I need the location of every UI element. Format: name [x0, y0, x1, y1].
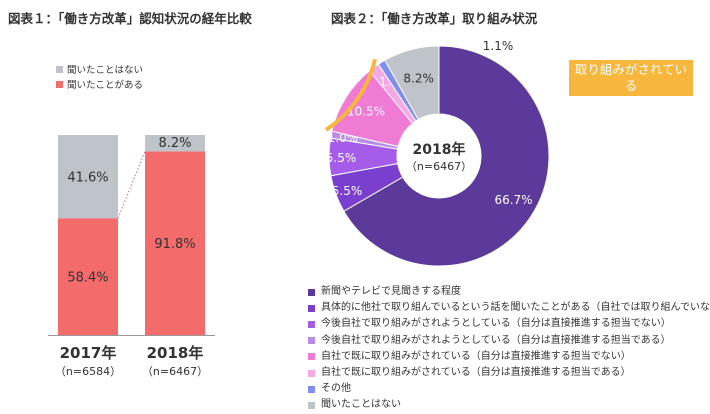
donut-legend-swatch	[308, 385, 315, 393]
bar-category-label: 2017年	[60, 344, 117, 362]
fig1-title: 図表１：「働き方改革」認知状況の経年比較	[8, 11, 252, 26]
callout-box: 取り組みがされている 12.1%	[569, 60, 693, 109]
donut-slice-label: 10.5%	[347, 105, 385, 119]
donut-center-title: 2018年	[413, 141, 466, 158]
donut-center-sub: （n=6467）	[406, 160, 472, 173]
callout-line2: 12.1%	[611, 94, 651, 109]
donut-slice-label: 66.7%	[494, 193, 532, 207]
donut-legend-item: 聞いたことはない	[308, 397, 710, 413]
donut-slice	[343, 45, 550, 267]
donut-legend-swatch	[308, 321, 315, 328]
donut-legend-swatch	[308, 288, 315, 296]
donut-legend-swatch	[308, 369, 315, 377]
donut-legend-item: 今後自社で取り組みがされようとしている（自分は直接推進する担当でない）	[308, 316, 710, 332]
donut-slice-label: 1.1%	[483, 39, 514, 53]
donut-legend-item: 具体的に他社で取り組んでいるという話を聞いたことがある（自社では取り組んでいない…	[308, 300, 710, 316]
donut-legend-label: その他	[321, 383, 351, 395]
donut-slice-label: 5.5%	[326, 151, 357, 165]
bar-value-label: 8.2%	[158, 136, 191, 151]
bar-category-sublabel: （n=6584）	[55, 365, 121, 378]
bar-category-label: 2018年	[147, 344, 204, 362]
donut-legend-item: 自社で既に取り組みがされている（自分は直接推進する担当でない）	[308, 349, 710, 365]
donut-legend-label: 今後自社で取り組みがされようとしている（自分は直接推進する担当でない）	[321, 318, 671, 330]
donut-legend-item: その他	[308, 381, 710, 397]
bar-legend-label: 聞いたことがある	[67, 79, 143, 91]
donut-legend-item: 新聞やテレビで見聞きする程度	[308, 284, 710, 300]
bar-segment-aware	[58, 218, 118, 335]
donut-legend: 新聞やテレビで見聞きする程度具体的に他社で取り組んでいるという話を聞いたことがあ…	[308, 284, 710, 414]
bar-segment-unaware	[58, 135, 118, 219]
donut-slice-label: 5.5%	[332, 184, 363, 198]
bar-category-sublabel: （n=6467）	[142, 365, 208, 378]
donut-legend-label: 聞いたことはない	[321, 399, 401, 411]
bar-legend-label: 聞いたことはない	[67, 65, 143, 76]
bar-value-label: 41.6%	[67, 171, 108, 186]
donut-slice	[384, 45, 440, 121]
bar-segment-aware	[145, 151, 205, 335]
bar-legend-swatch	[56, 66, 63, 73]
donut-legend-swatch	[308, 304, 315, 312]
donut-legend-label: 具体的に他社で取り組んでいるという話を聞いたことがある（自社では取り組んでいない…	[321, 302, 710, 314]
donut-legend-swatch	[308, 337, 315, 345]
donut-slice-label: 8.2%	[403, 72, 434, 86]
bar-value-label: 58.4%	[67, 271, 108, 286]
fig2-title: 図表２：「働き方改革」取り組み状況	[331, 11, 538, 26]
donut-legend-label: 自社で既に取り組みがされている（自分は直接推進する担当である）	[321, 367, 631, 379]
bar-segment-unaware	[145, 135, 205, 152]
donut-legend-label: 自社で既に取り組みがされている（自分は直接推進する担当でない）	[321, 350, 631, 362]
donut-legend-item: 自社で既に取り組みがされている（自分は直接推進する担当である）	[308, 365, 710, 381]
bar-legend-swatch	[56, 81, 63, 88]
donut-legend-label: 新聞やテレビで見聞きする程度	[321, 286, 461, 297]
donut-legend-swatch	[308, 353, 315, 361]
bar-connector-line	[117, 151, 146, 219]
callout-line1: 取り組みがされている	[574, 62, 688, 93]
donut-highlight-arc	[324, 58, 378, 132]
donut-legend-swatch	[308, 402, 315, 410]
donut-legend-label: 今後自社で取り組みがされようとしている（自分は直接推進する担当である）	[321, 334, 671, 346]
donut-legend-item: 今後自社で取り組みがされようとしている（自分は直接推進する担当である）	[308, 333, 710, 349]
bar-value-label: 91.8%	[154, 237, 195, 252]
